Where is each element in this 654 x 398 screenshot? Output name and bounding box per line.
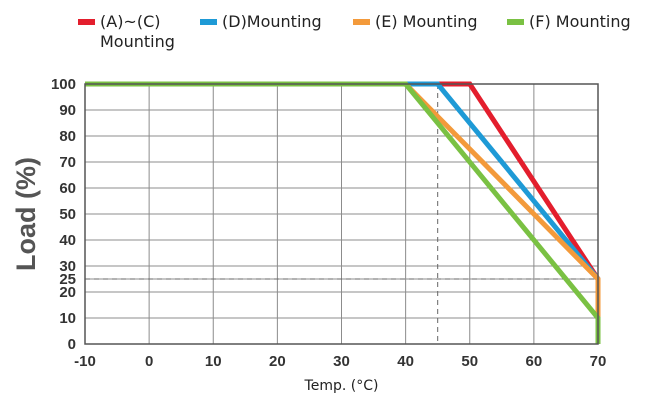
y-tick-label: 80 <box>59 128 76 145</box>
legend-swatch <box>200 19 217 25</box>
legend-item: (D)Mounting <box>200 12 322 31</box>
legend-item: (E) Mounting <box>353 12 478 31</box>
x-tick-label: 60 <box>526 353 543 370</box>
legend-label: (E) Mounting <box>375 12 478 31</box>
plot-frame <box>84 83 599 345</box>
plot-border <box>84 83 599 345</box>
reference-lines <box>85 84 598 344</box>
y-axis-label: Load (%) <box>11 157 41 271</box>
legend-label: Mounting <box>100 32 175 51</box>
x-axis-label: Temp. (°C) <box>304 378 379 394</box>
y-tick-label: 70 <box>59 154 76 171</box>
x-tick-label: -10 <box>74 353 96 370</box>
legend-label: (A)~(C) <box>100 12 161 31</box>
grid <box>84 83 599 345</box>
legend-swatch <box>507 19 524 25</box>
legend-label: (D)Mounting <box>222 12 322 31</box>
x-tick-label: 50 <box>461 353 478 370</box>
legend-swatch <box>78 19 95 25</box>
x-tick-label: 40 <box>397 353 414 370</box>
y-tick-label: 100 <box>51 76 76 93</box>
y-tick-label: 50 <box>59 206 76 223</box>
legend: (A)~(C)Mounting (D)Mounting (E) Mounting (F… <box>78 12 631 51</box>
x-tick-label: 30 <box>333 353 350 370</box>
legend-label: (F) Mounting <box>529 12 631 31</box>
y-tick-label: 90 <box>59 102 76 119</box>
x-tick-label: 10 <box>205 353 222 370</box>
x-axis-ticks: -10 0 10 20 30 40 50 60 70 <box>74 353 606 370</box>
x-tick-label: 0 <box>145 353 153 370</box>
legend-item: (F) Mounting <box>507 12 631 31</box>
y-tick-label: 10 <box>59 310 76 327</box>
y-tick-label: 20 <box>59 284 76 301</box>
x-tick-label: 20 <box>269 353 286 370</box>
legend-swatch <box>353 19 370 25</box>
y-tick-label: 25 <box>59 271 76 288</box>
x-tick-label: 70 <box>590 353 607 370</box>
y-tick-label: 40 <box>59 232 76 249</box>
y-tick-label: 30 <box>59 258 76 275</box>
y-tick-label: 60 <box>59 180 76 197</box>
legend-item: (A)~(C)Mounting <box>78 12 175 51</box>
y-tick-label: 0 <box>68 336 76 353</box>
